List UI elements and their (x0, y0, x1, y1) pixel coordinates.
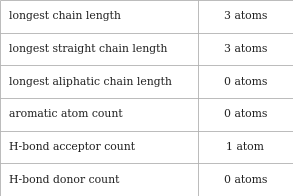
Text: longest chain length: longest chain length (9, 11, 121, 21)
Text: 0 atoms: 0 atoms (224, 77, 267, 87)
Text: 1 atom: 1 atom (226, 142, 264, 152)
Text: 3 atoms: 3 atoms (224, 44, 267, 54)
Text: 3 atoms: 3 atoms (224, 11, 267, 21)
Text: H-bond donor count: H-bond donor count (9, 175, 119, 185)
Text: aromatic atom count: aromatic atom count (9, 109, 122, 119)
Text: longest straight chain length: longest straight chain length (9, 44, 167, 54)
Text: 0 atoms: 0 atoms (224, 109, 267, 119)
Text: 0 atoms: 0 atoms (224, 175, 267, 185)
Text: H-bond acceptor count: H-bond acceptor count (9, 142, 135, 152)
Text: longest aliphatic chain length: longest aliphatic chain length (9, 77, 172, 87)
